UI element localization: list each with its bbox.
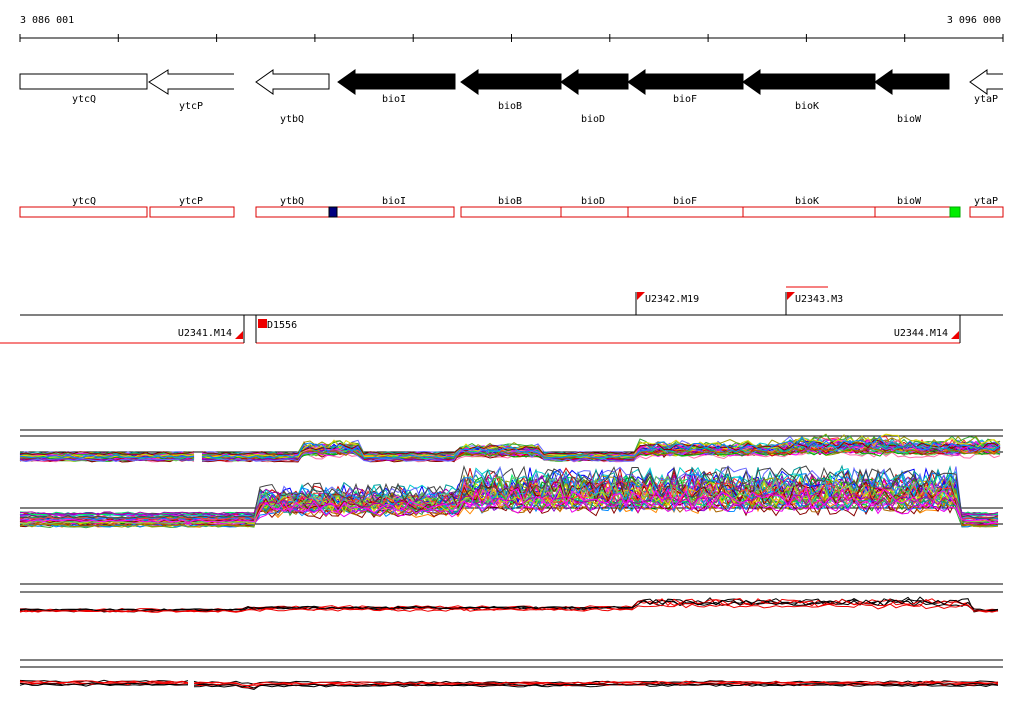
annotation-label-bioW: bioW [897, 196, 922, 207]
annotation-label-bioB: bioB [498, 196, 522, 207]
tu-label-D1556[interactable]: D1556 [267, 320, 297, 331]
annotation-box-bioD[interactable] [560, 206, 629, 218]
gene-label-bioD: bioD [581, 114, 605, 125]
gene-label-ytcQ: ytcQ [72, 94, 96, 105]
gene-label-bioW: bioW [897, 114, 922, 125]
profile-line [19, 602, 999, 613]
annotation-label-bioI: bioI [382, 196, 406, 207]
profile-line [194, 681, 999, 687]
annotation-box-bioF[interactable] [627, 206, 744, 218]
annotation-box-ytcQ[interactable] [19, 206, 148, 218]
profile-line [19, 456, 195, 460]
gene-label-bioF: bioF [673, 94, 697, 105]
annotation-label-ytcQ: ytcQ [72, 196, 96, 207]
gene-bioF[interactable] [627, 69, 744, 95]
tu-label-U2344[interactable]: U2344.M14 [894, 328, 948, 339]
annotation-label-bioD: bioD [581, 196, 605, 207]
tu-flag-U2341[interactable] [235, 331, 243, 339]
profile-line [19, 680, 189, 684]
profile-line [19, 478, 999, 524]
tu-flag-D1556[interactable] [258, 319, 267, 328]
gene-label-ytaP: ytaP [974, 94, 998, 105]
annotation-track: ytcQ ytcP ytbQ bioI bioB bioD bioF bioK … [19, 196, 1004, 218]
gene-ytbQ[interactable] [255, 69, 330, 95]
profile-line [19, 465, 999, 519]
profile-line [193, 683, 999, 691]
gene-bioB[interactable] [460, 69, 562, 95]
profile-line [19, 679, 189, 683]
green-marker[interactable] [949, 206, 961, 218]
annotation-label-ytcP: ytcP [179, 196, 203, 207]
gene-label-bioK: bioK [795, 101, 819, 112]
annotation-box-ytbQ-bioI[interactable] [255, 206, 455, 218]
annotation-label-ytbQ: ytbQ [280, 196, 304, 207]
gene-label-bioI: bioI [382, 94, 406, 105]
tu-flag-U2342[interactable] [637, 292, 645, 300]
gene-bioI[interactable] [337, 69, 456, 95]
tu-label-U2342[interactable]: U2342.M19 [645, 294, 699, 305]
annotation-label-bioF: bioF [673, 196, 697, 207]
annotation-label-ytaP: ytaP [974, 196, 998, 207]
ruler-ticks [19, 34, 1004, 42]
annotation-box-bioW[interactable] [874, 206, 961, 218]
tu-flag-U2343[interactable] [787, 292, 795, 300]
annotation-box-ytcP[interactable] [149, 206, 235, 218]
profile-line [19, 598, 999, 612]
expression-profiles-middle [19, 464, 1003, 529]
profile-line [193, 682, 999, 689]
tu-flag-U2344[interactable] [951, 331, 959, 339]
gene-bioK[interactable] [742, 69, 876, 95]
profile-line [19, 454, 195, 459]
tu-label-U2341[interactable]: U2341.M14 [178, 328, 232, 339]
gene-ytaP[interactable] [969, 69, 1003, 95]
tu-label-U2343[interactable]: U2343.M3 [795, 294, 843, 305]
gene-ytcP[interactable] [148, 69, 234, 95]
profile-line [19, 491, 999, 516]
expression-profiles-top [19, 429, 1003, 463]
gene-label-ytcP: ytcP [179, 101, 203, 112]
profile-line [201, 435, 1001, 459]
profile-line [193, 680, 999, 687]
blue-marker[interactable] [328, 206, 338, 218]
gene-ytcQ[interactable] [19, 73, 148, 90]
gene-label-ytbQ: ytbQ [280, 114, 304, 125]
annotation-box-ytaP[interactable] [969, 206, 1004, 218]
profile-line [201, 433, 1001, 459]
profile-line [19, 451, 195, 456]
transcription-unit-track: U2341.M14 D1556 U2342.M19 U2343.M3 U2344… [0, 286, 1003, 344]
annotation-box-bioB[interactable] [460, 206, 562, 218]
profile-line [19, 486, 999, 524]
expression-profiles-black-red-2 [19, 659, 1003, 691]
annotation-box-bioK[interactable] [742, 206, 876, 218]
gene-track: ytcQ ytcP ytbQ bioI bioB bioD bioF bioK … [19, 69, 1003, 125]
profile-line [201, 439, 1001, 456]
profile-line [19, 474, 999, 525]
ruler-end-label: 3 096 000 [947, 15, 1001, 26]
coordinate-ruler: 3 086 001 3 096 000 [19, 15, 1004, 42]
profile-line [19, 682, 189, 686]
gene-bioW[interactable] [874, 69, 950, 95]
profile-line [19, 458, 195, 463]
gene-label-bioB: bioB [498, 101, 522, 112]
annotation-label-bioK: bioK [795, 196, 819, 207]
gene-bioD[interactable] [560, 69, 629, 95]
profile-line [19, 452, 195, 457]
ruler-start-label: 3 086 001 [20, 15, 74, 26]
expression-profiles-black-red-1 [19, 583, 1003, 613]
